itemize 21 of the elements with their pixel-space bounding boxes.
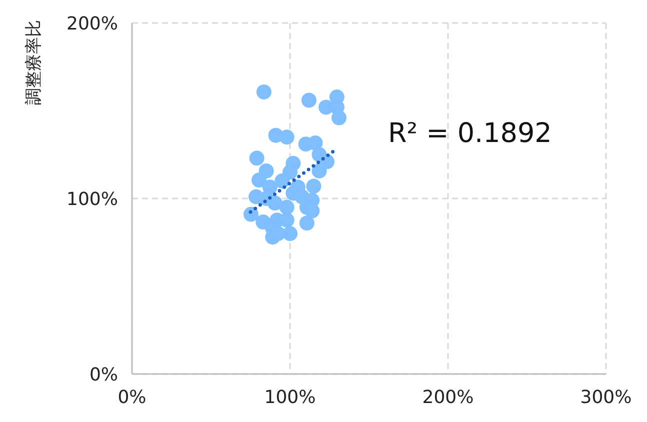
- point: [249, 150, 264, 166]
- x-tick-label: 200%: [422, 386, 474, 408]
- point: [243, 206, 258, 222]
- annotation: R² = 0.1892: [388, 118, 552, 149]
- point: [252, 172, 267, 188]
- y-tick-label: 200%: [66, 13, 118, 34]
- y-tick-label: 100%: [66, 188, 118, 210]
- point: [306, 178, 322, 194]
- x-tick-label: 100%: [264, 386, 316, 408]
- x-tick-label: 0%: [118, 386, 146, 408]
- point: [331, 110, 346, 126]
- point: [301, 92, 316, 108]
- point: [279, 130, 294, 145]
- point: [312, 163, 327, 178]
- point: [279, 200, 294, 215]
- x-tick-label: 300%: [580, 386, 632, 408]
- point: [308, 136, 323, 151]
- y-tick-label: 0%: [89, 364, 118, 386]
- y-axis-title: 調整療率比: [23, 20, 45, 105]
- point: [256, 84, 272, 100]
- point: [299, 216, 314, 231]
